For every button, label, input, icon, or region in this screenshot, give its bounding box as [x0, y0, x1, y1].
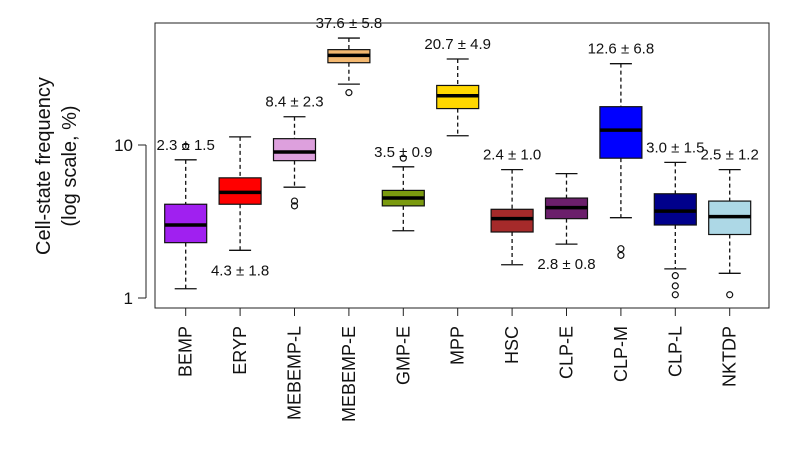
outlier-point-1: [290, 197, 299, 205]
outlier-point-0: [726, 291, 734, 299]
category-label-clp-l: CLP-L: [665, 326, 685, 377]
box-iqr: [272, 138, 317, 162]
annotation-label: 2.8 ± 0.8: [537, 256, 595, 273]
category-label-mpp: MPP: [448, 326, 468, 365]
outlier-point-2: [671, 291, 679, 299]
category-label-clp-m: CLP-M: [611, 326, 631, 382]
box-iqr: [490, 208, 534, 233]
plot-frame: [154, 22, 770, 309]
y-tick-label-0: 1: [124, 289, 133, 308]
outlier-point-1: [617, 245, 625, 253]
category-label-gmp-e: GMP-E: [393, 326, 413, 385]
y-axis-title-line1: Cell-state frequency: [33, 77, 55, 255]
box-clp-m: 12.6 ± 6.8: [588, 41, 655, 259]
annotation-label: 12.6 ± 6.8: [588, 41, 655, 58]
box-eryp: 4.3 ± 1.8: [211, 136, 269, 279]
category-label-clp-e: CLP-E: [557, 326, 577, 379]
annotation-label: 2.5 ± 1.2: [701, 147, 759, 164]
annotation-label: 20.7 ± 4.9: [424, 36, 491, 53]
annotation-label: 3.0 ± 1.5: [646, 139, 704, 156]
boxes-layer: 2.3 ± 1.5 4.3 ± 1.8 8.4 ± 2.3 37.6 ± 5.8 3.5…: [157, 15, 759, 299]
annotation-label: 8.4 ± 2.3: [265, 94, 323, 111]
box-mebemp-l: 8.4 ± 2.3: [265, 94, 324, 210]
outlier-point-0: [182, 142, 190, 150]
y-axis-title: Cell-state frequency (log scale, %): [33, 77, 81, 255]
outlier-point-0: [617, 251, 625, 259]
category-label-hsc: HSC: [502, 326, 522, 364]
box-iqr: [599, 106, 643, 159]
x-axis-labels: BEMP ERYP MEBEMP-L MEBEMP-E GMP-E MPP HSC CLP-E…: [176, 308, 740, 422]
box-hsc: 2.4 ± 1.0: [483, 147, 541, 266]
box-nktdp: 2.5 ± 1.2: [701, 147, 759, 299]
outlier-point-0: [671, 272, 679, 280]
y-axis-title-line2: (log scale, %): [59, 105, 81, 226]
category-label-bemp: BEMP: [176, 326, 196, 377]
y-axis: 1 10: [114, 136, 147, 308]
outlier-point-1: [671, 282, 679, 290]
annotation-label: 4.3 ± 1.8: [211, 262, 269, 279]
category-label-eryp: ERYP: [230, 326, 250, 375]
annotation-label: 2.4 ± 1.0: [483, 147, 541, 164]
category-label-nktdp: NKTDP: [720, 326, 740, 387]
box-bemp: 2.3 ± 1.5: [157, 137, 215, 290]
annotation-label: 2.3 ± 1.5: [157, 137, 215, 154]
outlier-point-0: [345, 89, 353, 97]
box-clp-e: 2.8 ± 0.8: [537, 172, 596, 273]
outlier-point-0: [399, 154, 407, 162]
box-clp-l: 3.0 ± 1.5: [646, 139, 704, 299]
category-label-mebemp-e: MEBEMP-E: [339, 326, 359, 422]
box-mebemp-e: 37.6 ± 5.8: [316, 15, 383, 97]
box-gmp-e: 3.5 ± 0.9: [374, 144, 432, 232]
box-mpp: 20.7 ± 4.9: [424, 36, 491, 137]
outlier-point-0: [290, 202, 299, 210]
category-label-mebemp-l: MEBEMP-L: [285, 326, 305, 420]
annotation-label: 3.5 ± 0.9: [374, 144, 432, 161]
annotation-label: 37.6 ± 5.8: [316, 15, 383, 32]
y-tick-label-1: 10: [114, 136, 133, 155]
